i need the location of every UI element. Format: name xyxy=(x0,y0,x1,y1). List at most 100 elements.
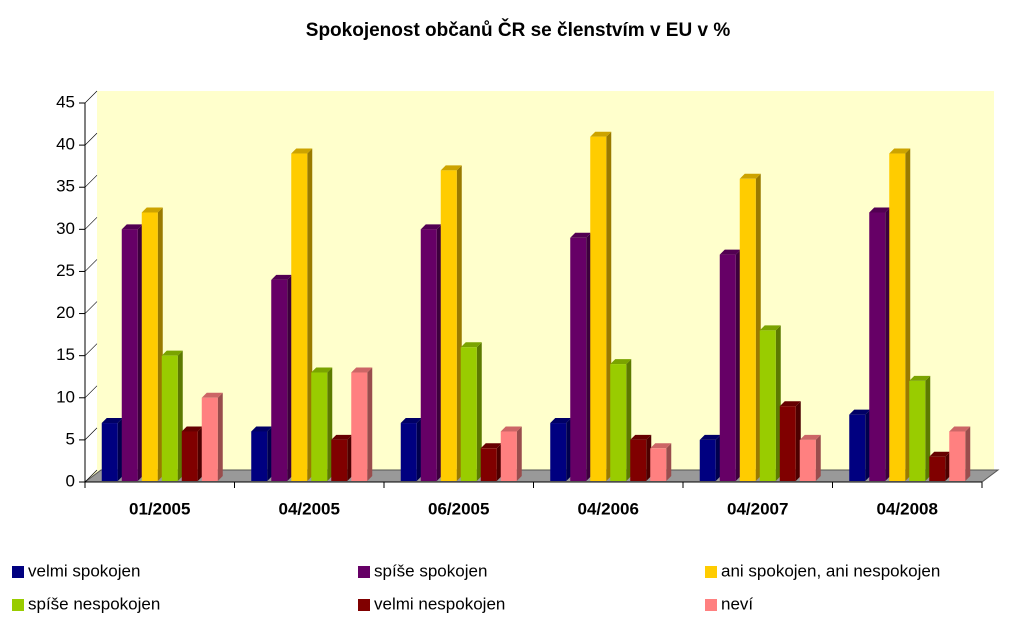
legend-swatch xyxy=(705,599,717,611)
bar-front xyxy=(101,423,118,481)
bar xyxy=(480,443,502,481)
bar-top xyxy=(271,274,293,280)
bar xyxy=(739,173,761,482)
bar-front xyxy=(500,431,517,481)
bar-side xyxy=(516,426,522,481)
wall-edge xyxy=(84,175,98,188)
bar xyxy=(779,401,801,481)
bar-front xyxy=(699,439,716,481)
bar-front xyxy=(331,439,348,481)
bar-side xyxy=(197,426,203,481)
bar xyxy=(949,426,971,481)
bar-side xyxy=(646,434,652,481)
bar xyxy=(849,409,871,481)
y-tick-label: 15 xyxy=(56,345,75,364)
bar-top xyxy=(351,367,373,373)
bar-side xyxy=(367,367,373,481)
bar-top xyxy=(121,224,143,230)
bar xyxy=(500,426,522,481)
bar-side xyxy=(137,224,143,482)
bar-top xyxy=(759,325,781,331)
legend-label: neví xyxy=(721,594,753,613)
y-tick-label: 5 xyxy=(66,429,75,448)
bar xyxy=(141,207,163,481)
bar-front xyxy=(271,279,288,481)
bar-front xyxy=(420,229,437,481)
bar xyxy=(460,342,482,481)
bar-top xyxy=(869,207,891,213)
wall-edge xyxy=(84,343,98,356)
bar-top xyxy=(420,224,442,230)
bar-side xyxy=(476,342,482,481)
bar-front xyxy=(550,423,567,481)
y-tick-label: 35 xyxy=(56,177,75,196)
bar-front xyxy=(739,178,756,482)
legend-swatch xyxy=(358,599,370,611)
bar-front xyxy=(141,212,158,481)
x-tick-label: 04/2008 xyxy=(877,499,938,518)
bar-side xyxy=(885,207,891,481)
bar-top xyxy=(719,249,741,255)
bar xyxy=(909,375,931,481)
bar-front xyxy=(909,380,926,481)
bar-top xyxy=(739,173,761,179)
wall-edge xyxy=(84,259,98,272)
bar xyxy=(550,418,572,481)
bar xyxy=(420,224,442,482)
bar-top xyxy=(590,131,612,137)
bar-top xyxy=(440,165,462,171)
bar-top xyxy=(201,392,223,398)
bar-side xyxy=(566,418,572,481)
bar-side xyxy=(626,359,632,481)
bar-front xyxy=(121,229,138,481)
bar-top xyxy=(610,359,632,365)
bar-side xyxy=(965,426,971,481)
bar xyxy=(291,148,313,482)
bar-top xyxy=(699,434,721,440)
bar-front xyxy=(719,254,736,481)
wall-edge xyxy=(84,385,98,398)
y-tick-label: 30 xyxy=(56,219,75,238)
bar-side xyxy=(815,434,821,481)
chart-title: Spokojenost občanů ČR se členstvím v EU … xyxy=(306,19,731,41)
bar-top xyxy=(909,375,931,381)
bar-top xyxy=(849,409,871,415)
x-tick-label: 01/2005 xyxy=(129,499,190,518)
bar-side xyxy=(925,375,931,481)
bar xyxy=(630,434,652,481)
bar-side xyxy=(775,325,781,481)
bar-front xyxy=(181,431,198,481)
bar-top xyxy=(480,443,502,449)
bar-front xyxy=(251,431,268,481)
wall-edge xyxy=(84,217,98,230)
bar-top xyxy=(799,434,821,440)
bar-side xyxy=(117,418,123,481)
x-tick-label: 04/2005 xyxy=(279,499,340,518)
bar-front xyxy=(311,372,328,481)
bar xyxy=(440,165,462,481)
bar-front xyxy=(650,448,667,481)
bar-top xyxy=(500,426,522,432)
bar-side xyxy=(177,350,183,481)
bar-top xyxy=(929,451,951,457)
bar-front xyxy=(351,372,368,481)
legend-label: spíše nespokojen xyxy=(28,594,160,613)
bar-front xyxy=(630,439,647,481)
bar-side xyxy=(327,367,333,481)
legend-swatch xyxy=(705,566,717,578)
bar-front xyxy=(161,355,178,481)
bar-front xyxy=(400,423,417,481)
bar-side xyxy=(865,409,871,481)
bar-front xyxy=(590,136,607,481)
bar xyxy=(719,249,741,481)
y-tick-label: 0 xyxy=(66,471,75,490)
bar-side xyxy=(307,148,313,482)
bar xyxy=(121,224,143,482)
bar-front xyxy=(889,153,906,482)
bar-side xyxy=(416,418,422,481)
bar-top xyxy=(141,207,163,213)
bar xyxy=(929,451,951,481)
legend-swatch xyxy=(358,566,370,578)
bar-side xyxy=(436,224,442,482)
